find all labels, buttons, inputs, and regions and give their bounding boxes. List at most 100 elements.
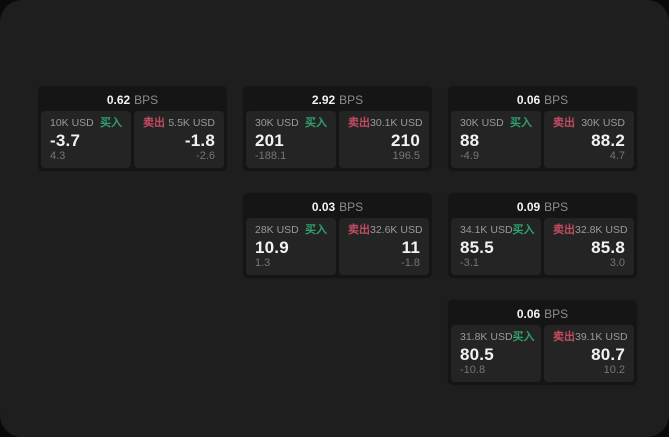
buy-panel-top: 31.8K USD 买入 — [460, 331, 535, 344]
sell-price: 11 — [401, 237, 420, 257]
buy-panel[interactable]: 28K USD 买入 10.9 1.3 — [246, 218, 336, 275]
sell-label: 卖出 — [553, 224, 575, 236]
buy-price: 80.5 — [460, 344, 494, 364]
spread-unit: BPS — [544, 200, 569, 214]
buy-price: 10.9 — [255, 237, 289, 257]
quote-card: 0.03 BPS 28K USD 买入 10.9 1.3 卖出 32.6K US… — [242, 192, 433, 279]
sell-label: 卖出 — [553, 331, 575, 343]
buy-amount: 31.8K USD — [460, 331, 513, 343]
spread-value: 0.62 — [106, 93, 131, 107]
sell-delta: 4.7 — [609, 150, 625, 162]
buy-delta: -3.1 — [460, 257, 479, 269]
sell-label: 卖出 — [143, 117, 165, 129]
sell-delta: -2.6 — [196, 150, 215, 162]
buy-price: 201 — [255, 130, 284, 150]
buy-label: 买入 — [100, 117, 122, 129]
sell-amount: 5.5K USD — [168, 117, 215, 129]
sell-amount: 39.1K USD — [575, 331, 628, 343]
spread-value: 0.03 — [311, 200, 336, 214]
sell-panel[interactable]: 卖出 39.1K USD 80.7 10.2 — [544, 325, 634, 382]
sell-panel[interactable]: 卖出 32.8K USD 85.8 3.0 — [544, 218, 634, 275]
buy-amount: 30K USD — [460, 117, 504, 129]
buy-panel[interactable]: 30K USD 买入 88 -4.9 — [451, 111, 541, 168]
quote-body: 30K USD 买入 88 -4.9 卖出 30K USD 88.2 4.7 — [451, 111, 634, 168]
sell-panel-top: 卖出 5.5K USD — [143, 117, 215, 130]
buy-label: 买入 — [305, 117, 327, 129]
sell-delta: -1.8 — [401, 257, 420, 269]
sell-price: -1.8 — [184, 130, 215, 150]
buy-amount: 28K USD — [255, 224, 299, 236]
spread-header: 0.06 BPS — [451, 303, 634, 325]
sell-panel-top: 卖出 32.8K USD — [553, 224, 628, 237]
spread-unit: BPS — [134, 93, 159, 107]
spread-header: 0.09 BPS — [451, 196, 634, 218]
quote-card: 0.09 BPS 34.1K USD 买入 85.5 -3.1 卖出 32.8K… — [447, 192, 638, 279]
quote-card: 0.62 BPS 10K USD 买入 -3.7 4.3 卖出 5.5K USD… — [37, 85, 228, 172]
buy-label: 买入 — [510, 117, 532, 129]
sell-panel-top: 卖出 32.6K USD — [348, 224, 423, 237]
spread-header: 0.06 BPS — [451, 89, 634, 111]
quote-card-grid: 0.62 BPS 10K USD 买入 -3.7 4.3 卖出 5.5K USD… — [37, 85, 638, 386]
quote-body: 31.8K USD 买入 80.5 -10.8 卖出 39.1K USD 80.… — [451, 325, 634, 382]
sell-delta: 10.2 — [603, 364, 625, 376]
buy-panel-top: 28K USD 买入 — [255, 224, 327, 237]
spread-unit: BPS — [544, 93, 569, 107]
sell-label: 卖出 — [553, 117, 575, 129]
sell-amount: 30K USD — [581, 117, 625, 129]
sell-delta: 3.0 — [609, 257, 625, 269]
spread-unit: BPS — [339, 93, 364, 107]
buy-panel-top: 30K USD 买入 — [255, 117, 327, 130]
buy-delta: 4.3 — [50, 150, 66, 162]
buy-panel[interactable]: 30K USD 买入 201 -188.1 — [246, 111, 336, 168]
buy-amount: 30K USD — [255, 117, 299, 129]
buy-delta: -10.8 — [460, 364, 486, 376]
spread-value: 0.06 — [516, 93, 541, 107]
sell-panel[interactable]: 卖出 30.1K USD 210 196.5 — [339, 111, 429, 168]
buy-panel[interactable]: 31.8K USD 买入 80.5 -10.8 — [451, 325, 541, 382]
buy-panel-top: 30K USD 买入 — [460, 117, 532, 130]
quote-card: 0.06 BPS 31.8K USD 买入 80.5 -10.8 卖出 39.1… — [447, 299, 638, 386]
sell-panel[interactable]: 卖出 32.6K USD 11 -1.8 — [339, 218, 429, 275]
buy-delta: -4.9 — [460, 150, 479, 162]
buy-panel[interactable]: 34.1K USD 买入 85.5 -3.1 — [451, 218, 541, 275]
buy-amount: 10K USD — [50, 117, 94, 129]
sell-panel-top: 卖出 30.1K USD — [348, 117, 423, 130]
sell-panel-top: 卖出 30K USD — [553, 117, 625, 130]
quote-card: 0.06 BPS 30K USD 买入 88 -4.9 卖出 30K USD 8… — [447, 85, 638, 172]
sell-price: 88.2 — [591, 130, 625, 150]
quote-body: 34.1K USD 买入 85.5 -3.1 卖出 32.8K USD 85.8… — [451, 218, 634, 275]
spread-value: 2.92 — [311, 93, 336, 107]
buy-price: 85.5 — [460, 237, 494, 257]
spread-header: 0.03 BPS — [246, 196, 429, 218]
sell-label: 卖出 — [348, 224, 370, 236]
buy-label: 买入 — [512, 331, 535, 343]
sell-label: 卖出 — [348, 117, 370, 129]
buy-delta: 1.3 — [255, 257, 271, 269]
quote-body: 30K USD 买入 201 -188.1 卖出 30.1K USD 210 1… — [246, 111, 429, 168]
buy-label: 买入 — [512, 224, 535, 236]
quote-card: 2.92 BPS 30K USD 买入 201 -188.1 卖出 30.1K … — [242, 85, 433, 172]
buy-amount: 34.1K USD — [460, 224, 513, 236]
quote-body: 10K USD 买入 -3.7 4.3 卖出 5.5K USD -1.8 -2.… — [41, 111, 224, 168]
sell-amount: 30.1K USD — [370, 117, 423, 129]
sell-panel[interactable]: 卖出 30K USD 88.2 4.7 — [544, 111, 634, 168]
sell-price: 210 — [391, 130, 420, 150]
buy-panel[interactable]: 10K USD 买入 -3.7 4.3 — [41, 111, 131, 168]
buy-panel-top: 34.1K USD 买入 — [460, 224, 535, 237]
buy-price: 88 — [460, 130, 480, 150]
spread-header: 2.92 BPS — [246, 89, 429, 111]
buy-panel-top: 10K USD 买入 — [50, 117, 122, 130]
spread-unit: BPS — [544, 307, 569, 321]
sell-amount: 32.6K USD — [370, 224, 423, 236]
sell-price: 85.8 — [591, 237, 625, 257]
spread-value: 0.09 — [516, 200, 541, 214]
spread-unit: BPS — [339, 200, 364, 214]
quote-body: 28K USD 买入 10.9 1.3 卖出 32.6K USD 11 -1.8 — [246, 218, 429, 275]
buy-label: 买入 — [305, 224, 327, 236]
spread-value: 0.06 — [516, 307, 541, 321]
spread-header: 0.62 BPS — [41, 89, 224, 111]
sell-price: 80.7 — [591, 344, 625, 364]
sell-panel[interactable]: 卖出 5.5K USD -1.8 -2.6 — [134, 111, 224, 168]
buy-price: -3.7 — [50, 130, 81, 150]
